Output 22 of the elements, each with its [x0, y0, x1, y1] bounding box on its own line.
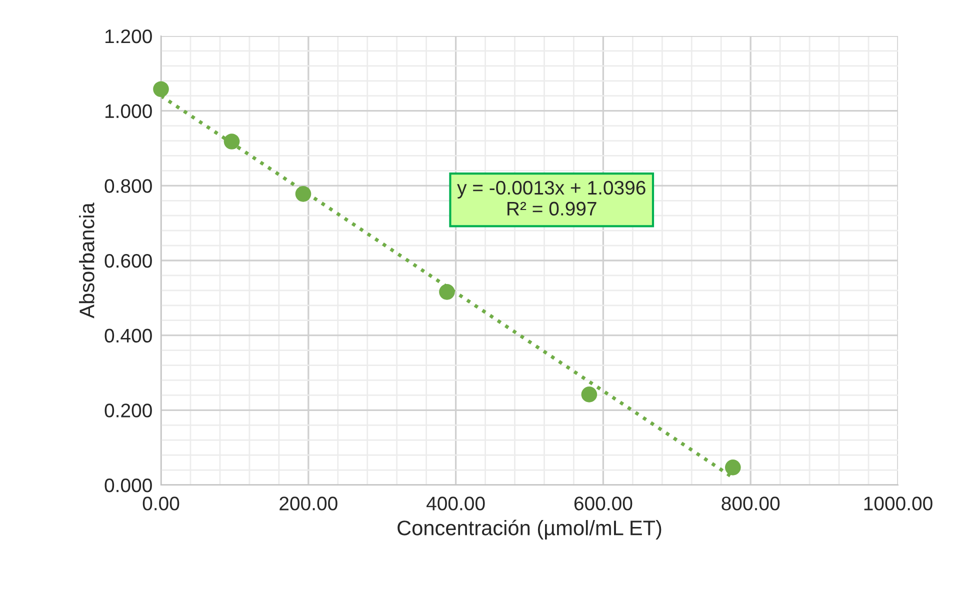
- x-tick-label: 400.00: [426, 496, 485, 510]
- y-tick-label: 0.200: [104, 404, 152, 418]
- y-axis-title: Absorbancia: [79, 202, 94, 318]
- y-tick-label: 1.000: [105, 104, 152, 118]
- annotation: y = -0.0013x + 1.0396 R² = 0.997: [457, 180, 646, 216]
- y-tick-label: 0.800: [104, 179, 152, 193]
- point: [153, 81, 169, 98]
- x-tick-label: 0.00: [142, 496, 180, 510]
- x-tick-label: 800.00: [722, 496, 780, 510]
- point: [724, 459, 741, 476]
- y-tick-label: 0.000: [104, 478, 152, 492]
- x-tick-label: 600.00: [574, 496, 632, 510]
- point: [224, 134, 240, 150]
- y-tick-label: 0.600: [104, 254, 152, 268]
- y-tick-label: 1.200: [105, 29, 152, 44]
- point: [581, 386, 598, 402]
- x-tick-label: 1000.00: [864, 496, 932, 510]
- point: [295, 186, 312, 202]
- x-tick-label: 200.00: [280, 496, 338, 510]
- y-tick-label: 0.400: [104, 328, 152, 343]
- x-axis-title: Concentración (µmol/mL ET): [398, 520, 662, 540]
- point: [439, 284, 455, 300]
